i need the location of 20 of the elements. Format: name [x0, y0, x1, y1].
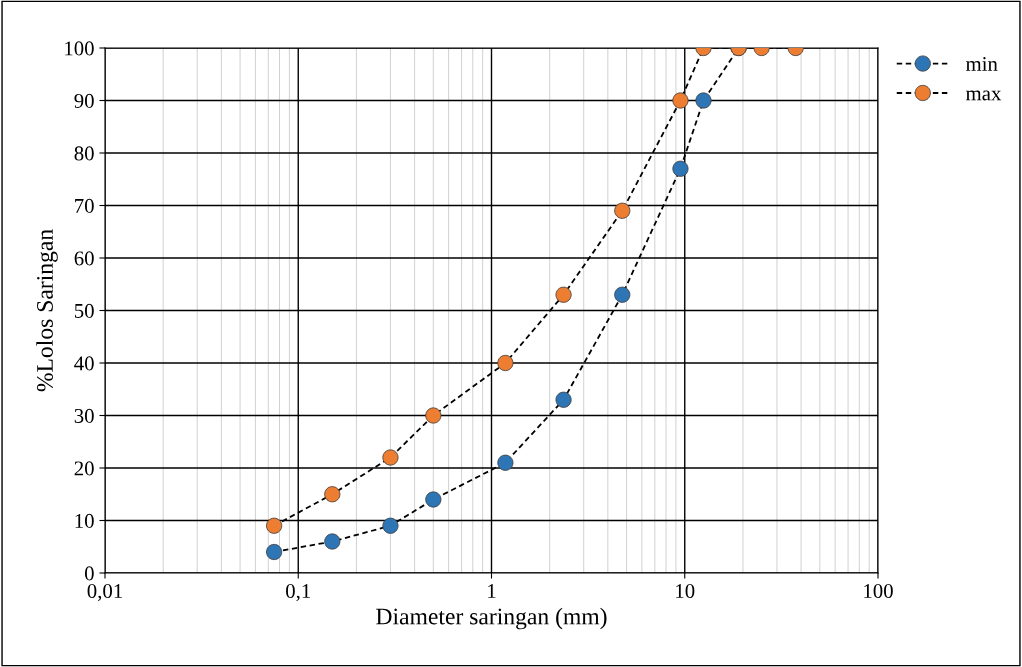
y-tick-label: 60 — [74, 251, 94, 266]
y-tick-label: 100 — [65, 41, 94, 56]
y-tick-label: 0 — [84, 566, 94, 581]
y-tick-label: 30 — [74, 408, 94, 423]
y-tick-label: 80 — [74, 146, 94, 161]
x-axis-title: Diameter saringan (mm) — [376, 607, 607, 630]
y-tick-label: 20 — [74, 461, 94, 476]
x-tick-label: 0,1 — [286, 584, 311, 602]
y-tick-label: 90 — [74, 93, 94, 108]
x-tick-label: 1 — [488, 584, 496, 598]
x-tick-label: 100 — [864, 584, 893, 599]
y-axis-title: %Lolos Saringan — [36, 229, 58, 392]
y-tick-label: 70 — [75, 198, 94, 213]
legend-label: min — [965, 57, 998, 71]
x-tick-label: 10 — [676, 584, 695, 599]
y-tick-label: 40 — [74, 356, 94, 371]
x-tick-label: 0,01 — [87, 584, 122, 602]
y-tick-label: 50 — [74, 303, 94, 318]
legend-label: max — [965, 90, 1002, 101]
y-tick-label: 10 — [75, 513, 94, 528]
